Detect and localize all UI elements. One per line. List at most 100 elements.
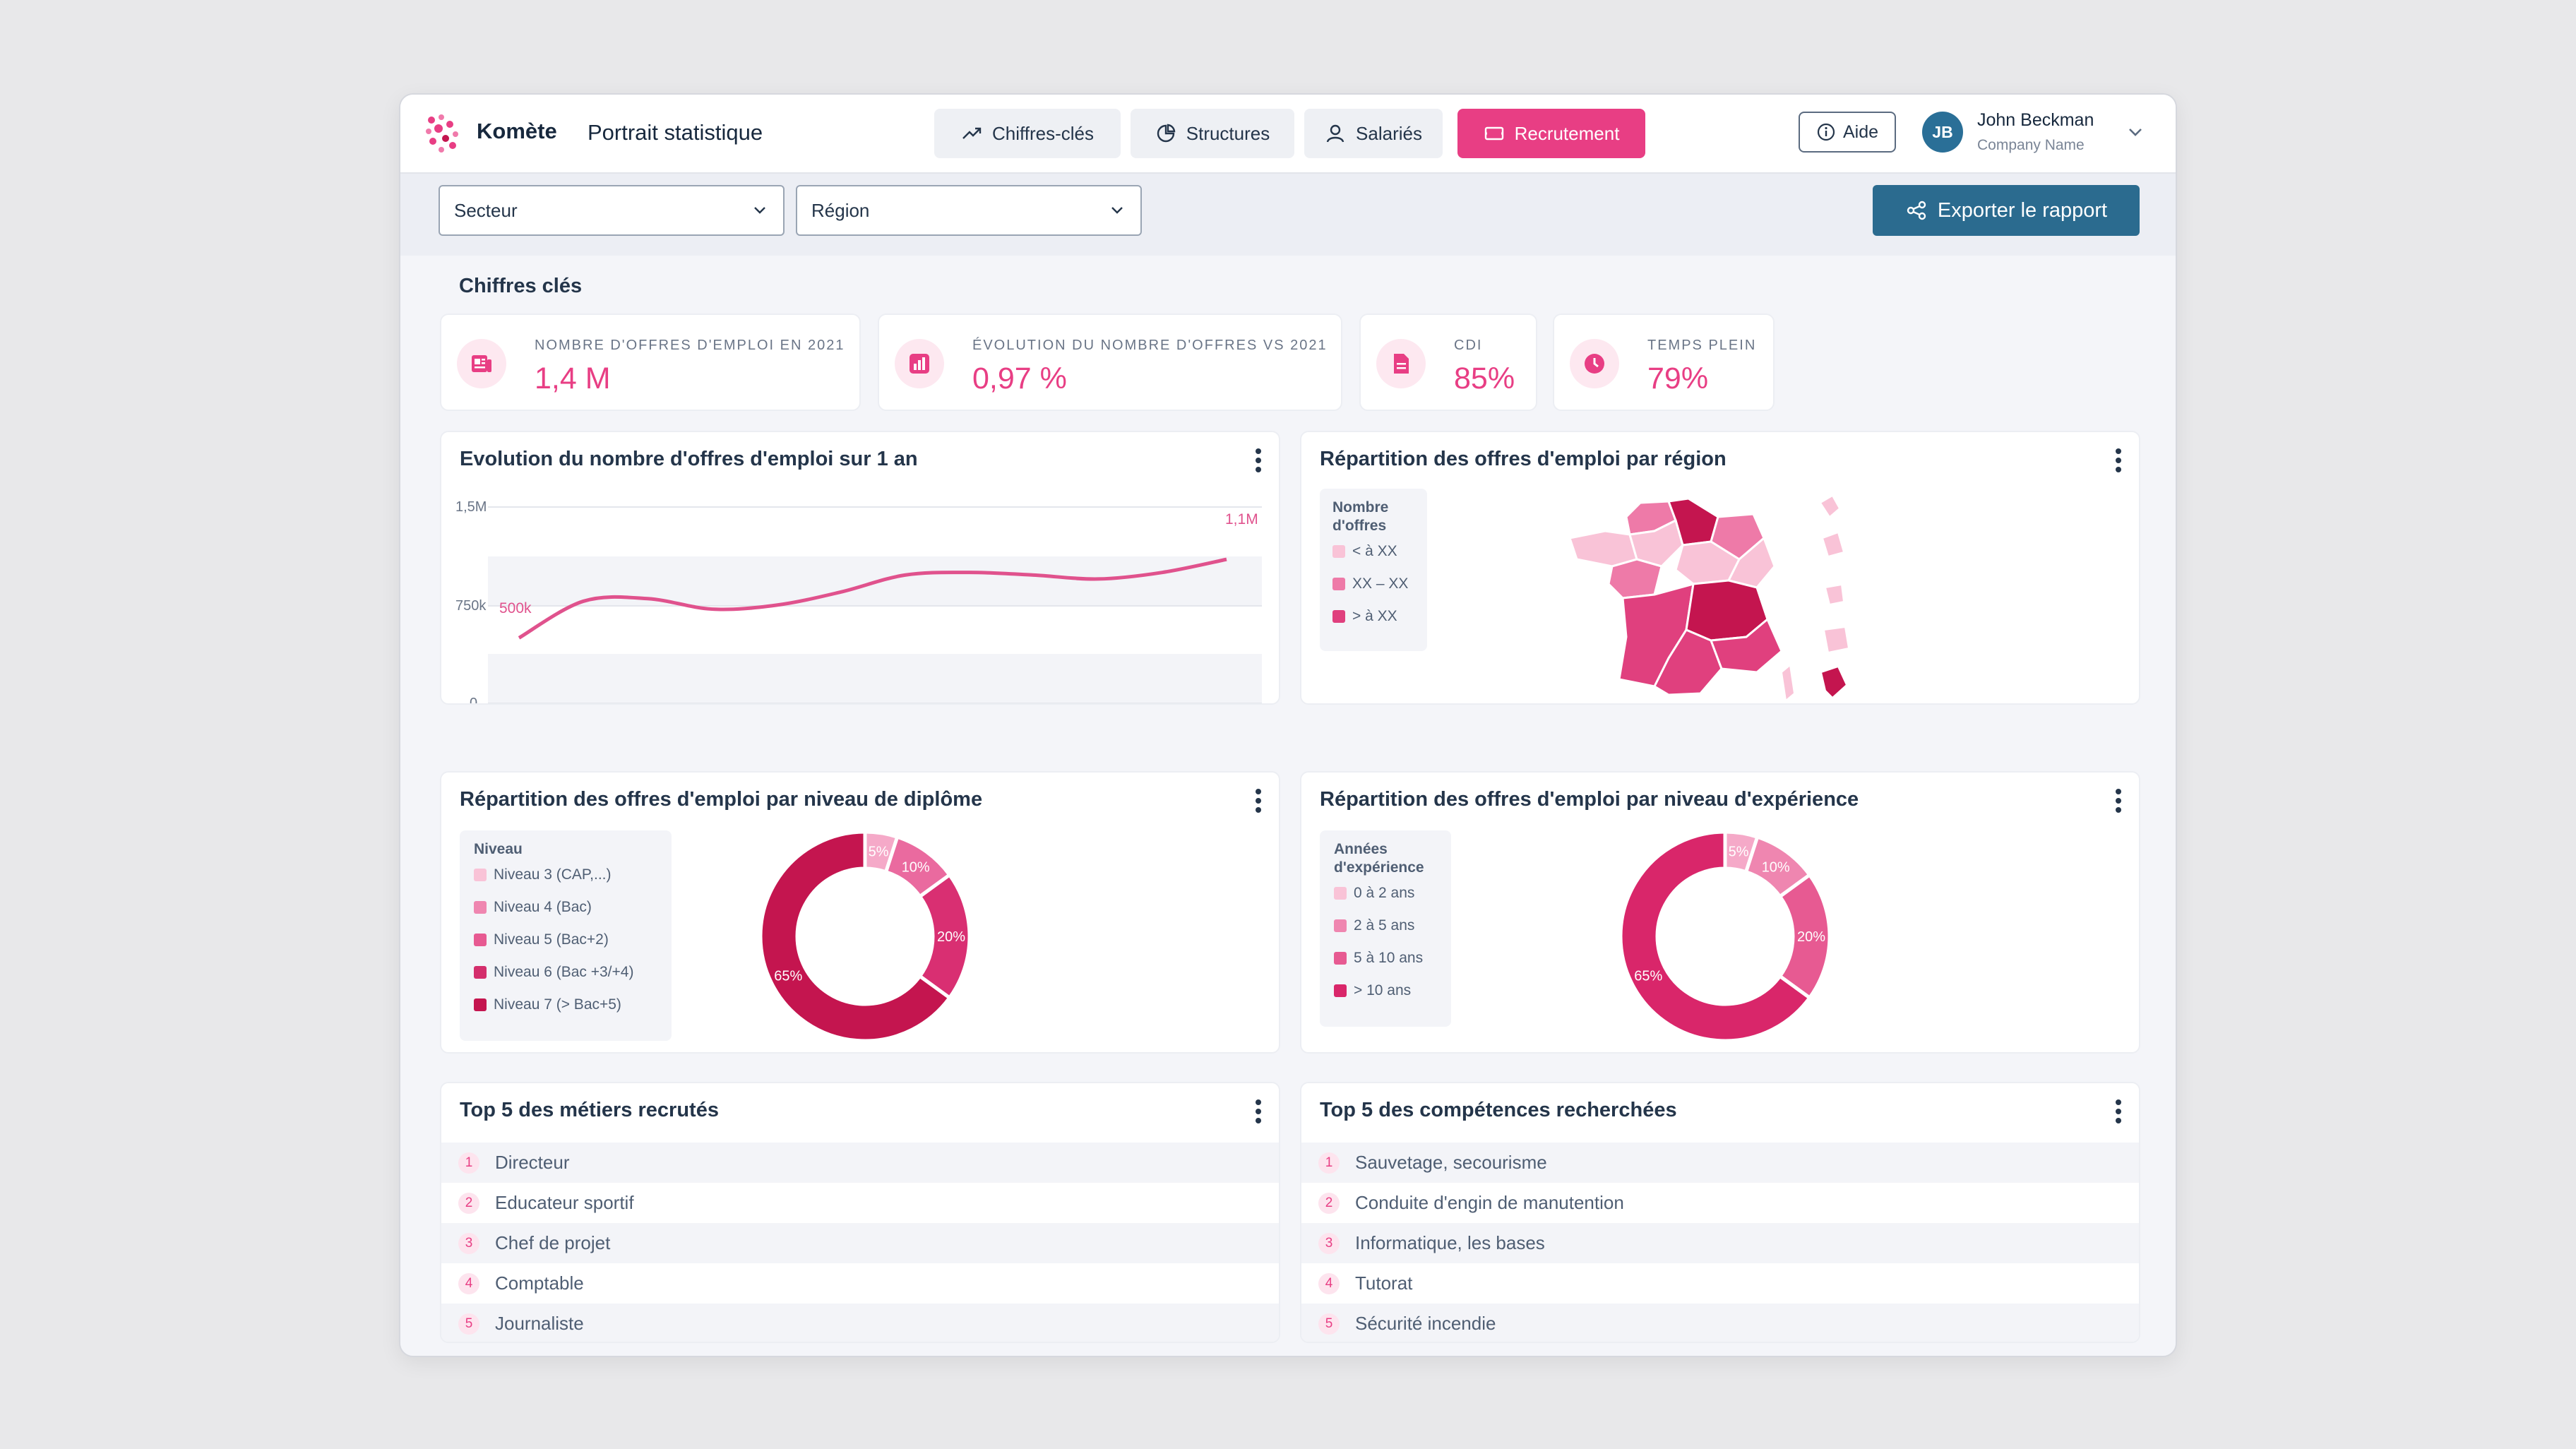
kpi-card-evolution: ÉVOLUTION DU NOMBRE D'OFFRES VS 2021 0,9… <box>878 314 1342 411</box>
list-item-label: Journaliste <box>495 1313 584 1334</box>
evolution-line-chart: 1,5M 750k 0 JanFevMarAvrMaiJuinJuilAouSe… <box>455 499 1262 705</box>
list-item[interactable]: 5 Journaliste <box>441 1304 1279 1342</box>
list-item[interactable]: 4 Comptable <box>441 1263 1279 1304</box>
rank-badge: 2 <box>1318 1192 1340 1214</box>
export-label: Exporter le rapport <box>1937 198 2108 222</box>
list-item[interactable]: 5 Sécurité incendie <box>1301 1304 2139 1342</box>
diploma-legend: Niveau Niveau 3 (CAP,...) Niveau 4 (Bac)… <box>460 830 672 1041</box>
legend-swatch <box>1334 919 1347 932</box>
avatar[interactable]: JB <box>1922 112 1963 153</box>
list-item-label: Educateur sportif <box>495 1192 634 1213</box>
legend-swatch <box>474 869 487 881</box>
sector-select[interactable]: Secteur <box>439 185 785 236</box>
list-item[interactable]: 1 Sauvetage, secourisme <box>1301 1143 2139 1183</box>
region-title: Répartition des offres d'emploi par régi… <box>1320 448 1727 470</box>
users-icon <box>1326 124 1344 143</box>
legend-swatch <box>1334 984 1347 997</box>
export-report-button[interactable]: Exporter le rapport <box>1873 185 2140 236</box>
top-navigation-bar: Komète Portrait statistique Chiffres-clé… <box>400 95 2176 174</box>
legend-item: 2 à 5 ans <box>1334 910 1437 942</box>
chevron-down-icon[interactable] <box>2125 121 2146 143</box>
tab-chiffres-cles[interactable]: Chiffres-clés <box>934 109 1121 158</box>
more-options-icon[interactable] <box>1255 1099 1262 1124</box>
kpi-card-offers: NOMBRE D'OFFRES D'EMPLOI EN 2021 1,4 M <box>440 314 861 411</box>
kpi-icon-wrap <box>457 339 506 388</box>
kpi-label: TEMPS PLEIN <box>1647 338 1757 353</box>
help-label: Aide <box>1842 121 1879 142</box>
legend-label: 2 à 5 ans <box>1354 917 1415 934</box>
region-legend: Nombre d'offres < à XX XX – XX > à XX <box>1320 489 1427 651</box>
tab-salaries[interactable]: Salariés <box>1304 109 1443 158</box>
slice-label: 10% <box>1762 859 1790 875</box>
list-item-label: Tutorat <box>1355 1272 1413 1294</box>
legend-swatch <box>474 901 487 914</box>
donut-slice <box>1618 832 1813 1043</box>
chevron-down-icon <box>1111 207 1123 214</box>
legend-swatch <box>474 934 487 946</box>
experience-card: Répartition des offres d'emploi par nive… <box>1300 771 2140 1054</box>
top-jobs-title: Top 5 des métiers recrutés <box>460 1099 719 1121</box>
kpi-icon-wrap <box>1376 339 1426 388</box>
brand-name: Komète <box>477 119 557 143</box>
rank-badge: 1 <box>1318 1152 1340 1174</box>
legend-item: 0 à 2 ans <box>1334 877 1437 910</box>
tab-label: Salariés <box>1356 122 1422 144</box>
legend-label: Niveau 3 (CAP,...) <box>494 866 612 883</box>
tab-label: Recrutement <box>1514 122 1620 144</box>
more-options-icon[interactable] <box>2115 788 2122 813</box>
slice-label: 20% <box>1797 929 1825 945</box>
evolution-title: Evolution du nombre d'offres d'emploi su… <box>460 448 918 470</box>
tab-recrutement[interactable]: Recrutement <box>1457 109 1645 158</box>
legend-item: < à XX <box>1332 535 1414 568</box>
diploma-card: Répartition des offres d'emploi par nive… <box>440 771 1280 1054</box>
tab-structures[interactable]: Structures <box>1131 109 1294 158</box>
legend-swatch <box>1332 578 1345 590</box>
ticket-icon <box>1484 126 1503 141</box>
list-item-label: Chef de projet <box>495 1232 611 1253</box>
tab-label: Structures <box>1186 122 1270 144</box>
rank-badge: 5 <box>458 1313 479 1335</box>
legend-title: Niveau <box>474 841 523 857</box>
list-item-label: Conduite d'engin de manutention <box>1355 1192 1624 1213</box>
legend-swatch <box>1334 952 1347 965</box>
list-item[interactable]: 3 Chef de projet <box>441 1223 1279 1263</box>
y-tick-label: 0 <box>470 696 477 705</box>
kpi-label: NOMBRE D'OFFRES D'EMPLOI EN 2021 <box>535 338 845 353</box>
donut-slice <box>758 832 953 1043</box>
legend-item: Niveau 5 (Bac+2) <box>474 924 657 956</box>
list-item[interactable]: 2 Educateur sportif <box>441 1183 1279 1223</box>
kpi-label: ÉVOLUTION DU NOMBRE D'OFFRES VS 2021 <box>972 338 1328 353</box>
more-options-icon[interactable] <box>2115 448 2122 473</box>
region-select[interactable]: Région <box>796 185 1142 236</box>
france-region-map <box>1570 494 1850 700</box>
more-options-icon[interactable] <box>1255 788 1262 813</box>
region-pays-de-la-loire <box>1607 558 1663 600</box>
help-button[interactable]: Aide <box>1799 112 1896 153</box>
more-options-icon[interactable] <box>2115 1099 2122 1124</box>
experience-donut-chart: 5% 10% 20% 65% <box>1618 832 1832 1043</box>
more-options-icon[interactable] <box>1255 448 1262 473</box>
rank-badge: 4 <box>458 1272 479 1294</box>
kpi-card-cdi: CDI 85% <box>1359 314 1537 411</box>
list-item[interactable]: 3 Informatique, les bases <box>1301 1223 2139 1263</box>
list-item[interactable]: 4 Tutorat <box>1301 1263 2139 1304</box>
legend-title: Années d'expérience <box>1334 841 1424 876</box>
kpi-label: CDI <box>1454 338 1483 353</box>
list-item[interactable]: 2 Conduite d'engin de manutention <box>1301 1183 2139 1223</box>
evolution-card: Evolution du nombre d'offres d'emploi su… <box>440 431 1280 705</box>
island-5 <box>1820 665 1848 699</box>
bar-chart-icon <box>910 354 929 374</box>
list-item-label: Comptable <box>495 1272 584 1294</box>
region-bourgogne <box>1727 536 1776 589</box>
region-bretagne <box>1570 530 1638 568</box>
app-window: Komète Portrait statistique Chiffres-clé… <box>399 93 2177 1357</box>
y-tick-label: 750k <box>455 598 487 614</box>
rank-badge: 3 <box>1318 1232 1340 1254</box>
list-item[interactable]: 1 Directeur <box>441 1143 1279 1183</box>
list-item-label: Sécurité incendie <box>1355 1313 1496 1334</box>
rank-badge: 2 <box>458 1192 479 1214</box>
pie-chart-icon <box>1157 124 1176 143</box>
legend-item: Niveau 3 (CAP,...) <box>474 859 657 891</box>
kpi-icon-wrap <box>895 339 944 388</box>
